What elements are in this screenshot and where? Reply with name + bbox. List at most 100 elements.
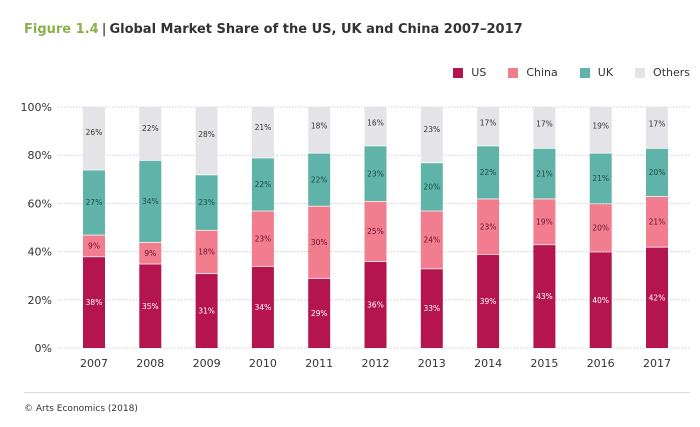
bar-segment-china — [364, 201, 387, 262]
data-label: 17% — [536, 119, 553, 128]
data-label: 22% — [480, 168, 497, 177]
bar-segment-others — [420, 107, 443, 163]
bar-segment-others — [251, 107, 274, 158]
bar-segment-others — [195, 107, 218, 175]
y-tick-label: 0% — [35, 342, 52, 355]
bar-segment-uk — [251, 158, 274, 211]
data-label: 33% — [423, 304, 440, 313]
data-label: 43% — [536, 292, 553, 301]
data-label: 25% — [367, 227, 384, 236]
data-label: 23% — [480, 222, 497, 231]
data-label: 35% — [142, 302, 159, 311]
bar-segment-china — [589, 204, 612, 252]
data-label: 20% — [592, 224, 609, 233]
bar-segment-others — [364, 107, 387, 146]
bar-segment-uk — [308, 153, 331, 206]
data-label: 28% — [198, 130, 215, 139]
legend-swatch — [508, 67, 519, 78]
bar-segment-us — [308, 278, 331, 348]
data-label: 22% — [255, 180, 272, 189]
data-label: 18% — [311, 121, 328, 130]
y-tick-label: 100% — [21, 101, 52, 114]
data-label: 19% — [592, 121, 609, 130]
data-label: 17% — [480, 118, 497, 127]
bar-segment-others — [589, 107, 612, 153]
x-tick-label: 2011 — [305, 357, 333, 370]
data-label: 22% — [142, 124, 159, 133]
x-tick-label: 2015 — [530, 357, 558, 370]
data-label: 9% — [88, 242, 100, 251]
bar-segment-uk — [83, 170, 105, 235]
legend-label: Others — [653, 66, 690, 79]
x-tick-label: 2014 — [474, 357, 502, 370]
x-tick-label: 2012 — [362, 357, 390, 370]
bar-segment-uk — [646, 148, 668, 197]
bar-segment-us — [83, 257, 105, 348]
bar-segment-others — [83, 107, 105, 170]
legend-item-china: China — [508, 66, 558, 79]
legend-item-others: Others — [635, 66, 690, 79]
data-label: 22% — [311, 175, 328, 184]
data-label: 24% — [423, 236, 440, 245]
bar-segment-china — [195, 230, 218, 274]
x-tick-label: 2007 — [80, 357, 108, 370]
legend: US China UK Others — [453, 66, 690, 79]
data-label: 17% — [649, 119, 666, 128]
bar-segment-china — [308, 206, 331, 279]
y-tick-label: 80% — [28, 149, 52, 162]
bar-segment-china — [420, 211, 443, 269]
data-label: 36% — [367, 301, 384, 310]
data-label: 21% — [649, 217, 666, 226]
x-tick-label: 2017 — [643, 357, 671, 370]
data-label: 42% — [649, 293, 666, 302]
bar-segment-china — [139, 242, 162, 264]
data-label: 34% — [142, 197, 159, 206]
bar-segment-uk — [420, 163, 443, 211]
data-label: 9% — [144, 249, 156, 258]
bar-segment-uk — [589, 153, 612, 204]
x-tick-label: 2016 — [587, 357, 615, 370]
bar-segment-china — [477, 199, 500, 255]
bar-segment-others — [477, 107, 500, 146]
footer-divider — [24, 392, 690, 393]
data-label: 18% — [198, 248, 215, 257]
bar-segment-china — [646, 196, 668, 247]
legend-swatch — [635, 67, 646, 78]
title-text: Global Market Share of the US, UK and Ch… — [109, 22, 523, 37]
data-label: 21% — [592, 174, 609, 183]
bar-segment-us — [533, 245, 556, 348]
data-label: 20% — [649, 168, 666, 177]
data-label: 21% — [255, 123, 272, 132]
bar-segment-us — [139, 264, 162, 348]
data-label: 38% — [86, 298, 103, 307]
bar-segment-others — [139, 107, 162, 161]
bar-segment-uk — [139, 160, 162, 242]
figure-number: Figure 1.4 — [24, 22, 99, 37]
data-label: 19% — [536, 217, 553, 226]
legend-item-us: US — [453, 66, 486, 79]
legend-label: UK — [597, 66, 614, 79]
bar-segment-others — [308, 107, 331, 153]
data-label: 23% — [255, 234, 272, 243]
title-separator: | — [101, 22, 107, 37]
source-footer: © Arts Economics (2018) — [24, 404, 138, 414]
bar-segment-us — [589, 252, 612, 348]
bar-segment-china — [251, 211, 274, 267]
bar-segment-china — [533, 199, 556, 245]
data-label: 30% — [311, 238, 328, 247]
bar-segment-uk — [195, 175, 218, 230]
data-label: 29% — [311, 309, 328, 318]
data-label: 39% — [480, 297, 497, 306]
y-tick-label: 20% — [28, 294, 52, 307]
data-label: 23% — [367, 169, 384, 178]
data-label: 21% — [536, 169, 553, 178]
data-label: 23% — [423, 125, 440, 134]
bar-segment-us — [251, 266, 274, 348]
data-label: 16% — [367, 118, 384, 127]
legend-swatch — [453, 67, 464, 78]
x-tick-label: 2010 — [249, 357, 277, 370]
bar-segment-uk — [477, 146, 500, 199]
legend-item-uk: UK — [579, 66, 614, 79]
data-label: 34% — [255, 303, 272, 312]
bar-segment-us — [364, 261, 387, 348]
